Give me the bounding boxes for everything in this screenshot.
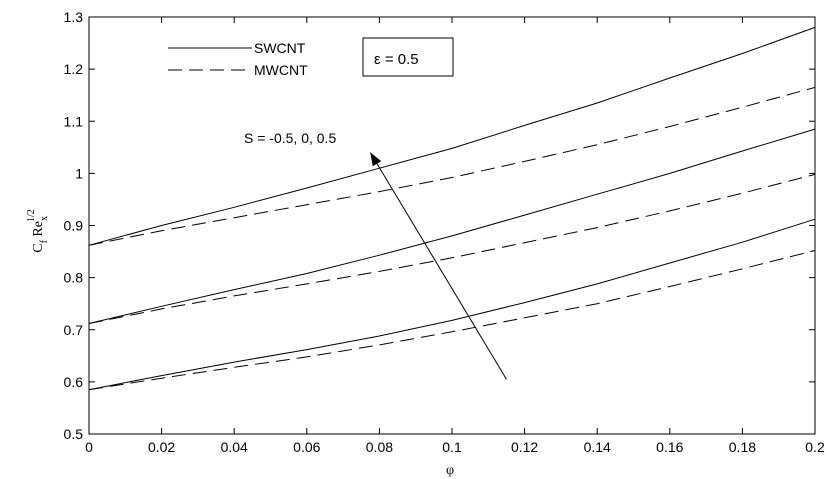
y-axis-label-sub-f: f bbox=[39, 239, 50, 243]
series-line-swcnt-s0 bbox=[88, 128, 816, 324]
y-axis-label-sub-x: x bbox=[39, 216, 50, 221]
y-tick-label: 0.5 bbox=[64, 426, 84, 442]
axis-ticks: 0 0.02 0.04 0.06 0.08 0.1 0.12 0.14 0.16 0.18 0.2 0… bbox=[64, 9, 825, 455]
info-box: ε = 0.5 bbox=[362, 37, 454, 77]
series-lines bbox=[88, 26, 816, 391]
plot-area-frame bbox=[88, 16, 816, 435]
y-axis-label-sup: 1/2 bbox=[26, 209, 37, 222]
x-tick-label: 0.12 bbox=[511, 439, 538, 455]
info-box-frame bbox=[362, 37, 454, 77]
svg-text:Cf Rex1/2: Cf Rex1/2 bbox=[26, 209, 50, 253]
y-tick-label: 0.7 bbox=[64, 322, 84, 338]
y-axis-label: Cf Rex1/2 bbox=[26, 209, 50, 253]
x-tick-label: 0.1 bbox=[442, 439, 462, 455]
x-tick-label: 0.04 bbox=[221, 439, 248, 455]
y-tick-label: 0.8 bbox=[64, 270, 84, 286]
y-tick-label: 1.3 bbox=[64, 9, 84, 25]
annotation: S = -0.5, 0, 0.5 bbox=[244, 130, 507, 380]
x-tick-label: 0.02 bbox=[148, 439, 175, 455]
series-line-swcnt-s05 bbox=[88, 218, 816, 391]
x-tick-label: 0.18 bbox=[729, 439, 756, 455]
series-line-mwcnt-s05 bbox=[88, 250, 816, 391]
x-tick-label: 0.06 bbox=[293, 439, 320, 455]
legend-label-mwcnt: MWCNT bbox=[254, 62, 308, 78]
y-axis-label-main: C bbox=[31, 243, 46, 252]
info-box-text: ε = 0.5 bbox=[374, 51, 419, 68]
x-tick-label: 0 bbox=[85, 439, 93, 455]
y-tick-label: 1.1 bbox=[64, 113, 84, 129]
y-tick-label: 0.9 bbox=[64, 218, 84, 234]
series-line-mwcnt-s0 bbox=[88, 173, 816, 324]
series-line-swcnt-s05 bbox=[88, 26, 816, 246]
y-tick-label: 1.2 bbox=[64, 61, 84, 77]
legend: SWCNT MWCNT bbox=[168, 40, 308, 78]
x-tick-label: 0.2 bbox=[805, 439, 825, 455]
y-axis-label-re: Re bbox=[31, 221, 46, 240]
series-line-mwcnt-s05 bbox=[88, 86, 816, 246]
annotation-text: S = -0.5, 0, 0.5 bbox=[244, 130, 336, 146]
x-tick-label: 0.08 bbox=[366, 439, 393, 455]
annotation-arrow-head bbox=[370, 152, 382, 167]
x-tick-label: 0.14 bbox=[584, 439, 611, 455]
annotation-arrow-shaft bbox=[369, 152, 507, 380]
y-tick-label: 0.6 bbox=[64, 374, 84, 390]
x-axis-label: φ bbox=[446, 463, 454, 478]
legend-label-swcnt: SWCNT bbox=[254, 40, 306, 56]
x-tick-label: 0.16 bbox=[656, 439, 683, 455]
y-tick-label: 1 bbox=[75, 165, 83, 181]
